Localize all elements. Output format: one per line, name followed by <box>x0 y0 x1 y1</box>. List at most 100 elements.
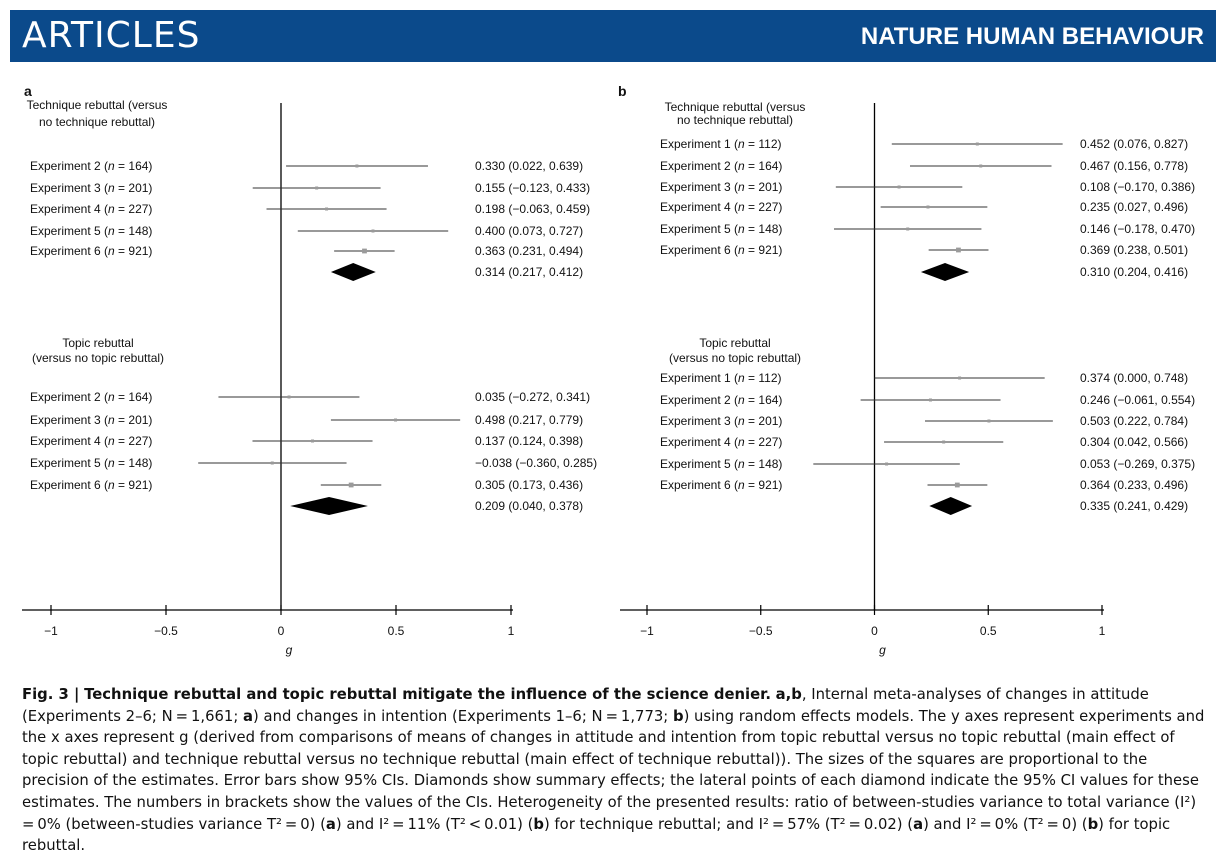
study-label: Experiment 6 (n = 921) <box>30 244 152 258</box>
x-tick-label: 1 <box>1099 624 1106 638</box>
study-label: Experiment 5 (n = 148) <box>30 224 152 238</box>
caption-panels: a,b <box>775 686 802 703</box>
study-label: Experiment 1 (n = 112) <box>660 137 782 151</box>
study-estimate-text: 0.035 (−0.272, 0.341) <box>475 390 590 404</box>
study-estimate-text: 0.452 (0.076, 0.827) <box>1080 137 1188 151</box>
study-label: Experiment 4 (n = 227) <box>30 434 152 448</box>
x-tick-label: 0 <box>278 624 285 638</box>
study-estimate-text: 0.374 (0.000, 0.748) <box>1080 371 1188 385</box>
x-tick-label: −1 <box>640 624 654 638</box>
effect-size-square <box>362 248 367 254</box>
effect-size-square <box>906 227 910 231</box>
study-estimate-text: 0.369 (0.238, 0.501) <box>1080 243 1188 257</box>
study-estimate-text: 0.235 (0.027, 0.496) <box>1080 200 1188 214</box>
caption-ref-a: a <box>325 815 336 833</box>
study-label: Experiment 3 (n = 201) <box>30 413 152 427</box>
effect-size-square <box>897 185 901 189</box>
study-estimate-text: 0.246 (−0.061, 0.554) <box>1080 393 1195 407</box>
x-axis-label: g <box>879 643 886 657</box>
x-axis-label: g <box>286 643 293 657</box>
study-label: Experiment 3 (n = 201) <box>660 180 782 194</box>
effect-size-square <box>926 205 930 209</box>
study-estimate-text: 0.305 (0.173, 0.436) <box>475 478 583 492</box>
summary-diamond <box>330 263 376 281</box>
panel-label: a <box>24 83 32 99</box>
journal-name: NATURE HUMAN BEHAVIOUR <box>860 23 1204 50</box>
summary-estimate-text: 0.209 (0.040, 0.378) <box>475 499 583 513</box>
effect-size-square <box>287 395 291 399</box>
study-label: Experiment 2 (n = 164) <box>30 390 152 404</box>
study-estimate-text: 0.053 (−0.269, 0.375) <box>1080 457 1195 471</box>
caption-ref-a: a <box>243 707 254 725</box>
summary-estimate-text: 0.314 (0.217, 0.412) <box>475 265 583 279</box>
effect-size-square <box>928 398 932 402</box>
section-label: ARTICLES <box>22 15 201 56</box>
caption-label: Fig. 3 | <box>22 686 80 703</box>
group-title: Technique rebuttal (versus <box>27 98 168 112</box>
summary-diamond <box>290 497 368 515</box>
effect-size-square <box>394 418 398 422</box>
group-title: (versus no topic rebuttal) <box>669 351 801 365</box>
study-estimate-text: 0.364 (0.233, 0.496) <box>1080 478 1188 492</box>
effect-size-square <box>954 482 960 488</box>
study-label: Experiment 6 (n = 921) <box>660 478 782 492</box>
caption-title: Technique rebuttal and topic rebuttal mi… <box>84 686 771 703</box>
study-estimate-text: −0.038 (−0.360, 0.285) <box>475 456 597 470</box>
figure-caption: Fig. 3 | Technique rebuttal and topic re… <box>22 684 1212 857</box>
study-estimate-text: 0.108 (−0.170, 0.386) <box>1080 180 1195 194</box>
study-label: Experiment 6 (n = 921) <box>30 478 152 492</box>
effect-size-square <box>325 207 329 211</box>
x-tick-label: 0.5 <box>388 624 405 638</box>
caption-text-6: ) and I² = 0% (T² = 0) ( <box>923 815 1088 833</box>
journal-header-bar: ARTICLES NATURE HUMAN BEHAVIOUR <box>10 10 1216 62</box>
study-estimate-text: 0.146 (−0.178, 0.470) <box>1080 222 1195 236</box>
x-tick-label: −0.5 <box>749 624 773 638</box>
study-label: Experiment 5 (n = 148) <box>660 222 782 236</box>
caption-text-1: , Internal meta-analyses of changes in a… <box>22 686 1149 725</box>
summary-diamond <box>929 497 973 515</box>
group-title: no technique rebuttal) <box>39 115 155 129</box>
effect-size-square <box>987 419 991 423</box>
study-label: Experiment 2 (n = 164) <box>660 393 782 407</box>
study-estimate-text: 0.363 (0.231, 0.494) <box>475 244 583 258</box>
x-tick-label: −0.5 <box>154 624 178 638</box>
summary-estimate-text: 0.335 (0.241, 0.429) <box>1080 499 1188 513</box>
summary-estimate-text: 0.310 (0.204, 0.416) <box>1080 265 1188 279</box>
x-tick-label: −1 <box>44 624 58 638</box>
forest-plots: a −1 −0.5 0 0.5 1 g Technique rebuttal (versus n… <box>22 83 1195 657</box>
group-title: Topic rebuttal <box>699 336 770 350</box>
study-label: Experiment 4 (n = 227) <box>660 200 782 214</box>
panel-label: b <box>618 83 627 99</box>
study-label: Experiment 1 (n = 112) <box>660 371 782 385</box>
study-estimate-text: 0.498 (0.217, 0.779) <box>475 413 583 427</box>
study-label: Experiment 6 (n = 921) <box>660 243 782 257</box>
x-tick-label: 0.5 <box>980 624 997 638</box>
study-estimate-text: 0.503 (0.222, 0.784) <box>1080 414 1188 428</box>
study-estimate-text: 0.198 (−0.063, 0.459) <box>475 202 590 216</box>
caption-text-7: ) for topic rebuttal. <box>22 815 1171 855</box>
study-estimate-text: 0.467 (0.156, 0.778) <box>1080 159 1188 173</box>
caption-ref-a: a <box>913 815 924 833</box>
study-label: Experiment 5 (n = 148) <box>30 456 152 470</box>
effect-size-square <box>270 461 274 465</box>
study-label: Experiment 4 (n = 227) <box>660 435 782 449</box>
study-label: Experiment 2 (n = 164) <box>660 159 782 173</box>
group-title: Technique rebuttal (versus <box>665 100 806 114</box>
effect-size-square <box>311 439 315 443</box>
study-estimate-text: 0.137 (0.124, 0.398) <box>475 434 583 448</box>
effect-size-square <box>371 229 375 233</box>
effect-size-square <box>956 247 961 253</box>
caption-ref-b: b <box>672 707 684 725</box>
study-label: Experiment 4 (n = 227) <box>30 202 152 216</box>
caption-text-5: ) for technique rebuttal; and I² = 57% (… <box>543 815 914 833</box>
effect-size-square <box>315 186 319 190</box>
study-label: Experiment 3 (n = 201) <box>660 414 782 428</box>
caption-text-4: ) and I² = 11% (T² < 0.01) ( <box>335 815 534 833</box>
effect-size-square <box>348 482 354 488</box>
study-estimate-text: 0.304 (0.042, 0.566) <box>1080 435 1188 449</box>
summary-diamond <box>920 263 970 281</box>
effect-size-square <box>355 164 359 168</box>
caption-ref-b: b <box>533 815 544 833</box>
study-label: Experiment 3 (n = 201) <box>30 181 152 195</box>
study-estimate-text: 0.400 (0.073, 0.727) <box>475 224 583 238</box>
